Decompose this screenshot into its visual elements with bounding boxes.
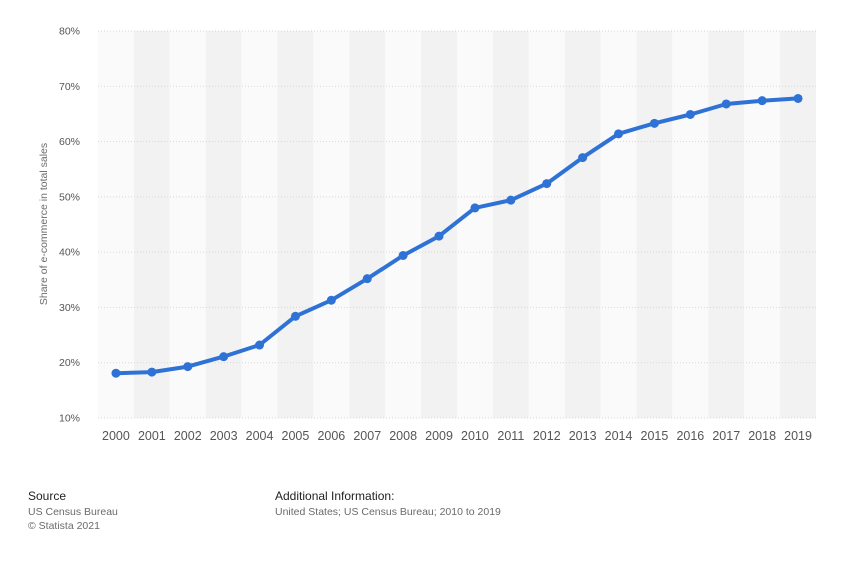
additional-info-line: United States; US Census Bureau; 2010 to… [275,506,501,518]
column-band [708,31,745,418]
column-band [636,31,673,418]
y-tick-labels: 10% 20% 30% 40% 50% 60% 70% 80% [59,26,80,425]
x-tick-label: 2003 [210,429,238,443]
column-band [492,31,529,418]
x-tick-label: 2018 [748,429,776,443]
column-band [241,31,278,418]
data-point[interactable] [685,109,695,119]
source-line: US Census Bureau [28,506,118,518]
x-tick-label: 2002 [174,429,202,443]
column-band [744,31,781,418]
series-e-commerce-share [111,93,803,378]
x-tick-label: 2015 [641,429,669,443]
x-tick-label: 2009 [425,429,453,443]
data-point[interactable] [757,96,767,106]
x-tick-labels: 2000 2001 2002 2003 2004 2005 2006 2007 2008 2009… [102,429,812,443]
y-tick-label: 20% [59,357,80,369]
data-point[interactable] [255,340,265,350]
additional-info-block: Additional Information: United States; U… [275,489,501,520]
x-tick-label: 2007 [353,429,381,443]
data-point[interactable] [326,295,336,305]
data-point[interactable] [219,352,229,362]
column-band [528,31,565,418]
x-tick-label: 2011 [497,429,524,443]
x-tick-label: 2008 [389,429,417,443]
data-point[interactable] [398,250,408,260]
x-tick-label: 2016 [676,429,704,443]
data-point[interactable] [578,153,588,163]
x-tick-label: 2014 [605,429,633,443]
column-band [169,31,206,418]
data-point[interactable] [290,311,300,321]
data-point[interactable] [362,274,372,284]
x-tick-label: 2010 [461,429,489,443]
data-point[interactable] [506,195,516,205]
x-tick-label: 2019 [784,429,812,443]
y-axis-label: Share of e-commerce in total sales [38,143,50,305]
data-point[interactable] [542,179,552,189]
source-title: Source [28,489,67,503]
y-tick-label: 50% [59,191,80,203]
x-tick-label: 2005 [282,429,310,443]
data-point[interactable] [434,231,444,241]
column-band [133,31,170,418]
x-tick-label: 2000 [102,429,130,443]
x-tick-label: 2013 [569,429,597,443]
x-tick-label: 2006 [317,429,345,443]
data-point[interactable] [793,93,803,103]
y-tick-label: 30% [59,302,80,314]
column-bands [98,31,816,418]
series-line [114,96,800,376]
data-point[interactable] [649,118,659,128]
x-tick-label: 2004 [246,429,274,443]
data-point[interactable] [614,129,624,139]
additional-info-title: Additional Information: [275,489,395,503]
data-point[interactable] [147,367,157,377]
data-point[interactable] [721,99,731,109]
column-band [277,31,314,418]
column-band [780,31,816,418]
column-band [457,31,493,418]
x-tick-label: 2012 [533,429,561,443]
data-point[interactable] [470,203,480,213]
copyright-line: © Statista 2021 [28,520,100,532]
x-tick-label: 2001 [138,429,166,443]
x-tick-label: 2017 [712,429,740,443]
column-band [349,31,386,418]
data-point[interactable] [111,368,121,378]
column-band [98,31,134,418]
source-block: Source US Census Bureau © Statista 2021 [28,489,118,534]
data-point[interactable] [183,362,193,372]
y-tick-label: 10% [59,413,80,425]
column-band [672,31,709,418]
column-band [564,31,601,418]
column-band [385,31,422,418]
y-tick-label: 80% [59,26,80,38]
y-tick-label: 70% [59,81,80,93]
column-band [313,31,350,418]
y-tick-label: 60% [59,136,80,148]
column-band [600,31,637,418]
line-chart: 10%20%30%40%50%60%70%80% 2000 2001 2002 200… [38,26,816,443]
y-tick-label: 40% [59,247,80,259]
